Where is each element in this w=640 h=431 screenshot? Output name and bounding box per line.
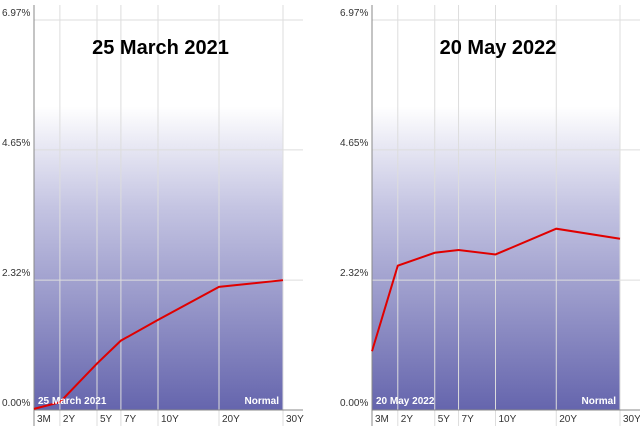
chart-title: 20 May 2022: [440, 37, 557, 59]
x-tick-label: 5Y: [100, 414, 113, 425]
x-tick-label: 3M: [375, 414, 389, 425]
x-tick-label: 2Y: [63, 414, 76, 425]
x-tick-label: 2Y: [401, 414, 414, 425]
x-tick-label: 10Y: [499, 414, 517, 425]
x-tick-label: 10Y: [161, 414, 179, 425]
y-tick-label: 6.97%: [340, 8, 368, 19]
yield-line: [371, 227, 621, 352]
y-tick-label: 2.32%: [2, 268, 30, 279]
curve-shape: Normal: [245, 396, 280, 407]
curve-shape: Normal: [582, 396, 617, 407]
x-tick-label: 20Y: [222, 414, 240, 425]
date-note: 20 May 2022: [376, 396, 435, 407]
yield-line: [33, 279, 284, 410]
y-tick-label: 2.32%: [340, 268, 368, 279]
y-tick-label: 6.97%: [2, 8, 30, 19]
y-tick-label: 4.65%: [2, 138, 30, 149]
y-tick-label: 0.00%: [340, 398, 368, 409]
date-note: 25 March 2021: [38, 396, 107, 407]
x-tick-label: 3M: [37, 414, 51, 425]
x-tick-label: 30Y: [623, 414, 640, 425]
y-tick-label: 0.00%: [2, 398, 30, 409]
x-tick-label: 7Y: [462, 414, 475, 425]
y-tick-label: 4.65%: [340, 138, 368, 149]
x-tick-label: 20Y: [559, 414, 577, 425]
x-tick-label: 7Y: [124, 414, 137, 425]
x-tick-label: 30Y: [286, 414, 304, 425]
x-tick-label: 5Y: [438, 414, 451, 425]
chart-title: 25 March 2021: [92, 37, 229, 59]
